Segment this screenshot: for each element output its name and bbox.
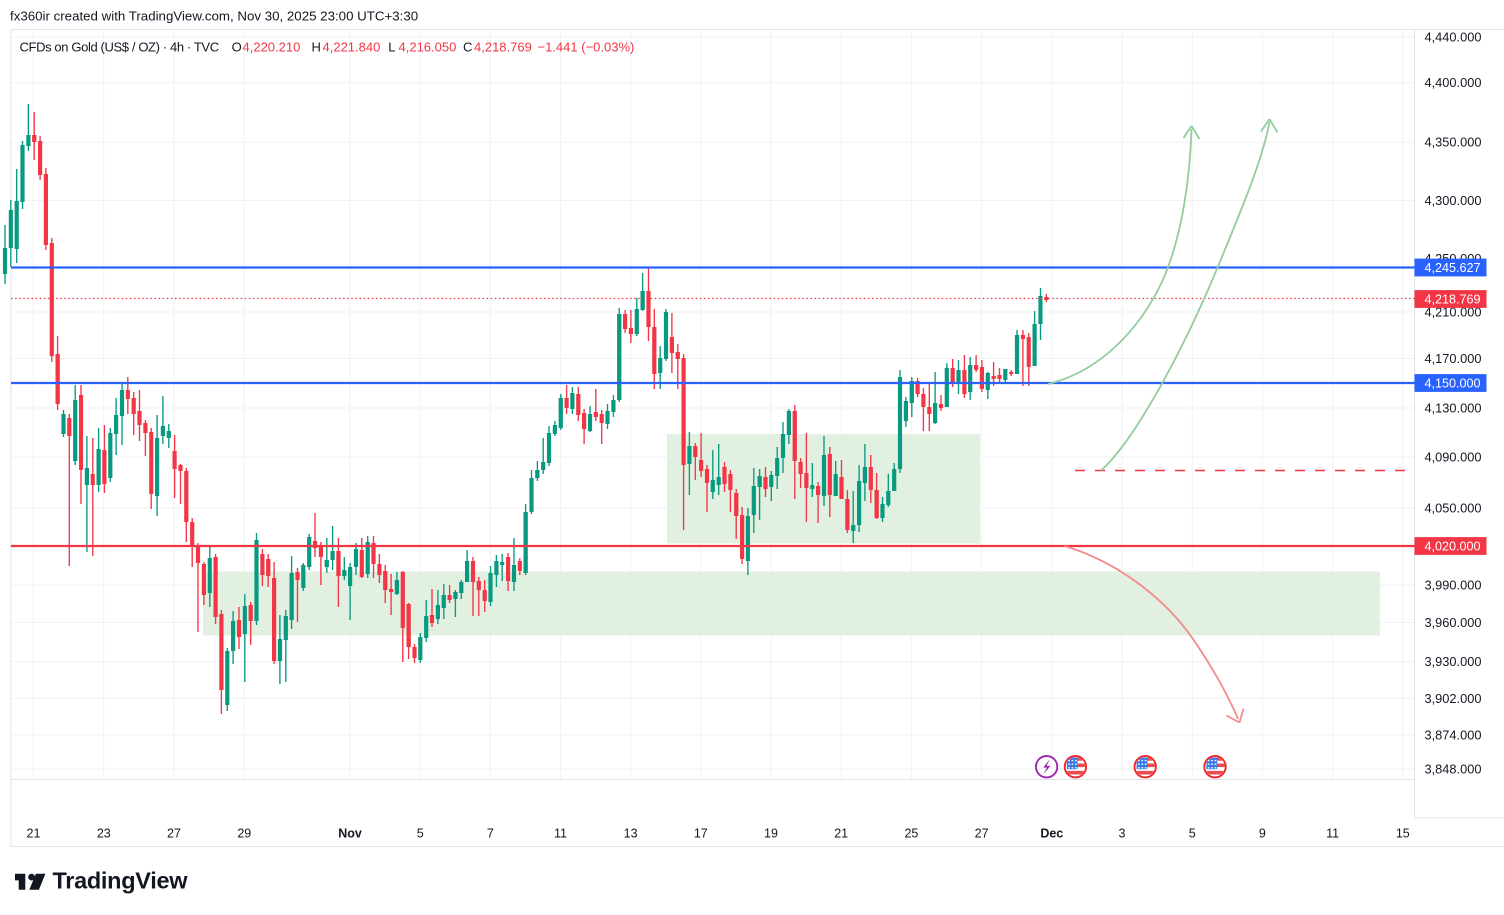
svg-text:3,874.000: 3,874.000: [1425, 727, 1482, 742]
svg-text:3,902.000: 3,902.000: [1425, 691, 1482, 706]
svg-text:15: 15: [1396, 827, 1410, 841]
svg-text:11: 11: [554, 827, 567, 841]
svg-text:3,848.000: 3,848.000: [1425, 761, 1482, 776]
svg-text:Dec: Dec: [1040, 827, 1063, 841]
svg-text:23: 23: [97, 827, 111, 841]
svg-text:19: 19: [764, 827, 778, 841]
svg-text:3,960.000: 3,960.000: [1425, 615, 1482, 630]
svg-text:3,990.000: 3,990.000: [1425, 577, 1482, 592]
svg-text:4,210.000: 4,210.000: [1425, 304, 1482, 319]
svg-text:27: 27: [167, 827, 181, 841]
svg-text:7: 7: [487, 827, 494, 841]
svg-text:13: 13: [624, 827, 638, 841]
svg-text:5: 5: [1189, 827, 1196, 841]
svg-text:4,170.000: 4,170.000: [1425, 351, 1482, 366]
svg-text:3: 3: [1119, 827, 1126, 841]
svg-text:4,090.000: 4,090.000: [1425, 449, 1482, 464]
svg-text:25: 25: [904, 827, 918, 841]
svg-text:21: 21: [834, 827, 848, 841]
svg-text:4,440.000: 4,440.000: [1425, 29, 1482, 44]
svg-text:21: 21: [27, 827, 41, 841]
svg-text:9: 9: [1259, 827, 1266, 841]
svg-text:4,300.000: 4,300.000: [1425, 193, 1482, 208]
svg-text:4,020.000: 4,020.000: [1425, 539, 1481, 553]
svg-text:4,400.000: 4,400.000: [1425, 75, 1482, 90]
svg-text:CFDs on Gold (US$ / OZ) · 4h ·: CFDs on Gold (US$ / OZ) · 4h · TVC O4,220…: [20, 40, 635, 55]
svg-text:4,050.000: 4,050.000: [1425, 500, 1482, 515]
svg-text:4,150.000: 4,150.000: [1425, 376, 1481, 390]
svg-text:Nov: Nov: [338, 827, 362, 841]
svg-text:17: 17: [694, 827, 708, 841]
svg-text:4,350.000: 4,350.000: [1425, 135, 1482, 150]
svg-text:fx360ir created with TradingVi: fx360ir created with TradingView.com, No…: [10, 9, 418, 24]
svg-text:4,218.769: 4,218.769: [1425, 292, 1481, 306]
svg-text:4,130.000: 4,130.000: [1425, 400, 1482, 415]
svg-text:5: 5: [417, 827, 424, 841]
svg-text:27: 27: [975, 827, 989, 841]
svg-text:TradingView: TradingView: [53, 868, 189, 894]
svg-text:29: 29: [237, 827, 251, 841]
svg-text:11: 11: [1326, 827, 1339, 841]
svg-text:4,245.627: 4,245.627: [1425, 261, 1481, 275]
svg-text:3,930.000: 3,930.000: [1425, 654, 1482, 669]
